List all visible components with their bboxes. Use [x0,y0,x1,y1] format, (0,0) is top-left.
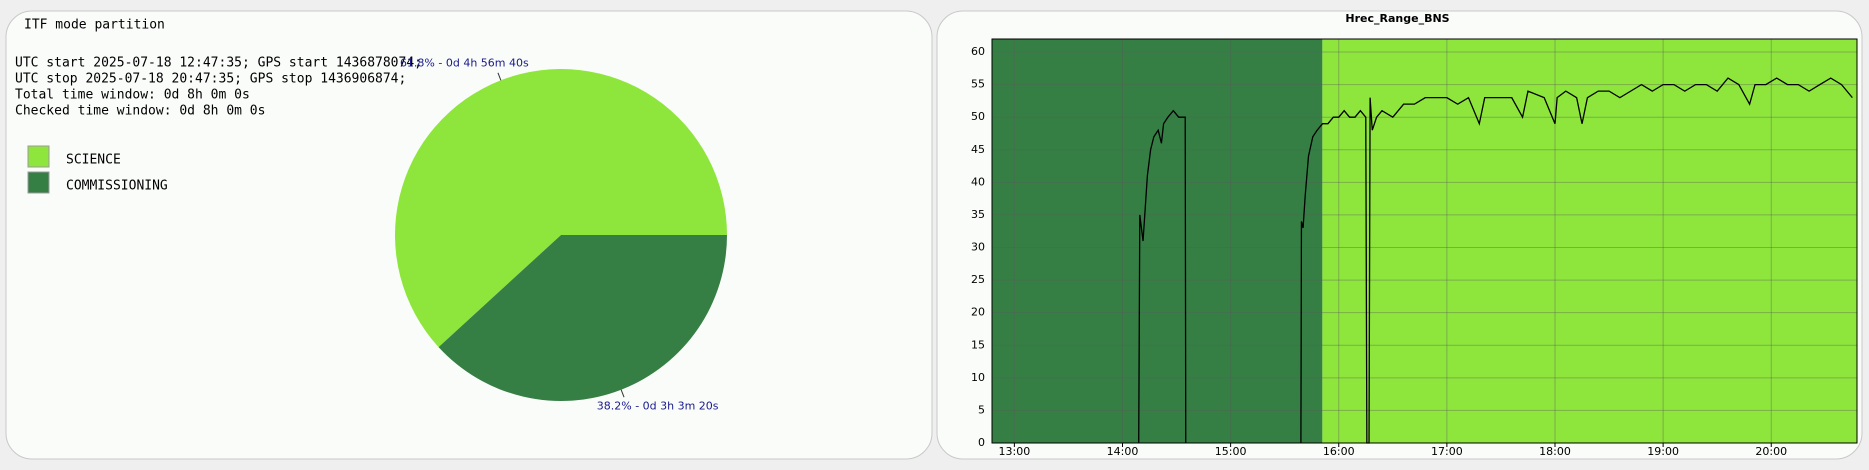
mode-band [992,39,1323,443]
legend-label: COMMISSIONING [66,179,168,194]
legend-swatch [27,171,50,194]
x-tick-label: 17:00 [1431,445,1463,458]
y-tick-label: 15 [971,338,985,351]
y-tick-label: 50 [971,110,985,123]
y-tick-label: 40 [971,175,985,188]
y-tick-label: 55 [971,78,985,91]
plot-frame [991,38,1858,444]
y-tick-label: 30 [971,241,985,254]
series-line [1138,77,1853,444]
x-tick-label: 15:00 [1215,445,1247,458]
y-tick-label: 45 [971,143,985,156]
leader-line [497,72,502,81]
y-tick-label: 35 [971,208,985,221]
value-label: 61.8% - 0d 4h 56m 40s [400,56,529,69]
x-tick-label: 16:00 [1323,445,1355,458]
x-tick-label: 18:00 [1539,445,1571,458]
y-tick-label: 60 [971,45,985,58]
chart-title: ITF mode partition [24,18,165,33]
y-tick-label: 0 [978,436,985,449]
value-label: 38.2% - 0d 3h 3m 20s [597,400,719,413]
pie-slice [438,235,727,402]
info-line: Total time window: 0d 8h 0m 0s [15,88,250,103]
x-tick-label: 19:00 [1647,445,1679,458]
x-tick-label: 13:00 [999,445,1031,458]
info-line: UTC stop 2025-07-18 20:47:35; GPS stop 1… [15,72,406,87]
info-line: Checked time window: 0d 8h 0m 0s [15,104,265,119]
y-tick-label: 25 [971,273,985,286]
legend-swatch [27,145,50,168]
x-tick-label: 20:00 [1755,445,1787,458]
legend-label: SCIENCE [66,153,121,168]
y-tick-label: 10 [971,371,985,384]
mode-band [1322,39,1857,443]
x-tick-label: 14:00 [1107,445,1139,458]
y-tick-label: 5 [978,403,985,416]
y-tick-label: 20 [971,306,985,319]
info-line: UTC start 2025-07-18 12:47:35; GPS start… [15,56,422,71]
leader-line [620,389,625,398]
pie-slice [395,69,727,348]
chart-title: Hrec_Range_BNS [1345,12,1449,25]
